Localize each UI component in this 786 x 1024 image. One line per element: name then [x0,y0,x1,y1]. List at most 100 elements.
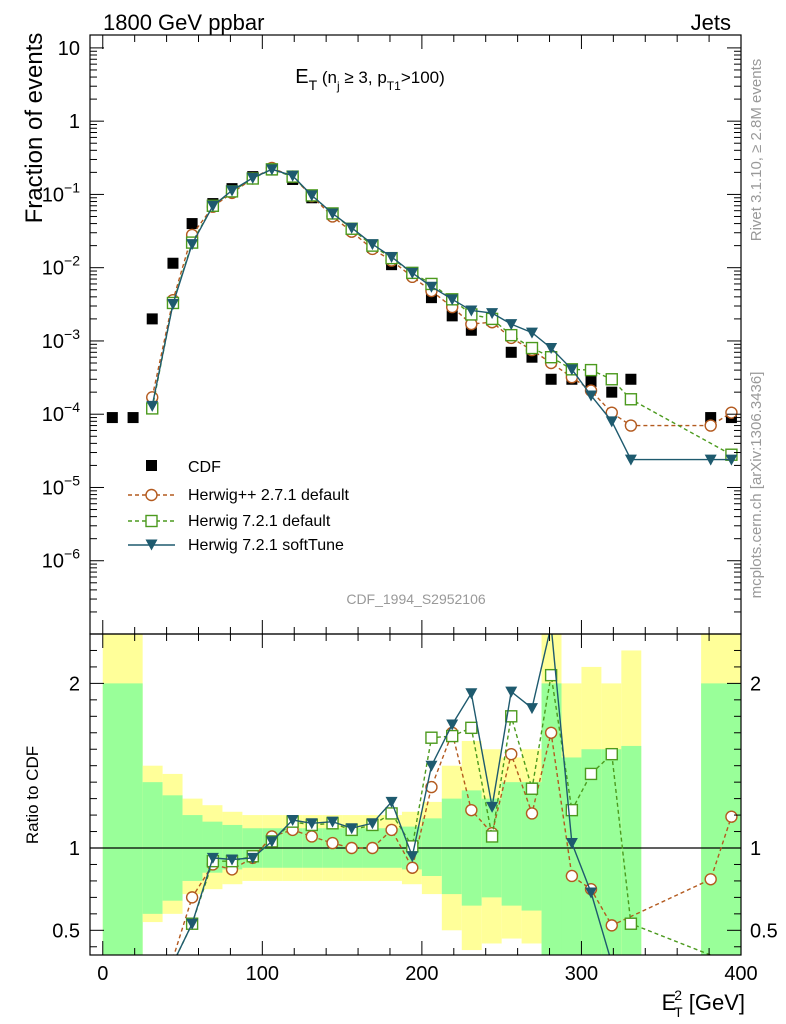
main-series-2-point-18 [505,328,518,342]
analysis-watermark: CDF_1994_S2952106 [346,591,486,607]
ratio-series-0-point-11 [385,823,398,837]
y-tick-label-ratio-right: 1 [750,838,761,860]
x-tick-label: 200 [405,963,438,985]
y-tick-label-main: 1 [69,111,80,133]
main-series-3-point-10 [345,222,358,234]
legend-entry-herwig-721-softtune: Herwig 7.2.1 softTune [128,537,344,554]
y-tick-label-main: 10−5 [42,472,80,499]
ratio-series-1-point-18 [525,782,539,795]
header-left: 1800 GeV ppbar [103,10,264,35]
main-series-3-point-25 [704,454,717,466]
ratio-series-1-point-19 [544,668,558,682]
main-series-1-line [151,167,732,427]
main-series-3-point-12 [385,251,398,263]
main-series-2-line [151,168,732,456]
main-series-1-point-25 [704,419,717,432]
main-series-3-point-24 [624,454,637,466]
x-tick-label: 300 [565,963,598,985]
ratio-series-2-point-8 [326,816,339,828]
ratio-series-2 [176,634,611,955]
ratio-series-0-point-10 [366,841,379,855]
ratio-series-1-point-15 [465,721,478,735]
main-series-3-point-11 [366,239,379,251]
ratio-series-0-point-12 [406,861,419,874]
main-series-3-point-16 [465,305,478,317]
band-green-19 [501,782,522,906]
y-tick-label-ratio-right: 2 [750,673,761,695]
main-series-3-point-14 [425,281,438,293]
ratio-series-1-point-20 [565,803,579,817]
ratio-series-2-point-20 [565,838,578,850]
y-tick-label-main: 10−4 [42,399,80,426]
main-y-axis-label: Fraction of events [21,33,48,224]
ratio-series-0-point-18 [525,807,539,820]
main-series-0-point-20 [505,346,517,358]
main-series-3-point-9 [326,208,339,220]
main-series-2 [146,163,738,461]
legend-marker-herwig-721-softtune [145,539,158,551]
main-series-3-point-0 [146,400,159,412]
ratio-series-2-point-2 [206,852,219,864]
ratio-series-2-point-12 [406,851,419,863]
ratio-series-2-point-4 [246,852,259,864]
main-series-3-point-6 [265,164,278,176]
main-series-3 [146,164,738,466]
legend-marker-cdf [146,460,157,471]
panel-frames [89,34,742,956]
main-series-3-point-20 [545,343,558,355]
legend-entry-cdf: CDF [146,459,221,476]
ratio-series-2-point-3 [226,854,239,866]
ratio-series-1-point-23 [624,917,638,930]
ratio-series-2-point-11 [385,796,398,808]
ratio-series-0-point-1 [185,891,199,904]
ratio-uncertainty-bands [102,634,741,955]
ratio-series-2-point-13 [425,760,438,772]
y-tick-label-ratio-left: 0.5 [52,920,80,942]
ratio-series-0-point-15 [465,803,478,817]
main-series-0-point-1 [127,412,139,424]
ratio-series-0-point-20 [565,869,579,883]
ratio-series-0-point-9 [345,841,358,855]
legend: CDF Herwig++ 2.7.1 default Herwig 7.2.1 … [128,459,350,554]
main-series-0-point-25 [606,386,618,398]
main-series-0-point-17 [446,310,458,322]
main-series-3-point-13 [406,267,419,279]
legend-entry-herwigpp-271: Herwig++ 2.7.1 default [128,487,350,504]
main-series-3-point-2 [186,239,199,251]
ratio-y-axis-label: Ratio to CDF [23,746,42,844]
band-green-0 [102,683,143,955]
band-green-25 [621,745,642,955]
main-series-1-point-24 [624,419,638,432]
main-series-0-point-3 [167,257,179,269]
ratio-series-2-point-18 [525,703,538,715]
band-green-24 [601,749,622,955]
ratio-series-1-point-22 [605,747,618,761]
main-series-2-point-19 [525,341,539,355]
ratio-series-2-point-15 [465,688,478,700]
main-series-3-point-18 [505,319,518,331]
y-tick-label-main: 10 [58,38,80,60]
band-green-21 [541,683,562,955]
main-series [106,161,738,466]
ratio-series-0-point-13 [425,780,438,794]
ratio-series-1-point-17 [505,710,518,723]
main-series-3-point-5 [246,172,259,184]
main-series-2-point-22 [584,363,598,377]
y-tick-label-ratio-left: 1 [69,838,80,860]
ratio-series-1-point-11 [385,807,398,820]
ratio-series-2-point-9 [345,823,358,835]
ratio-series-2-point-6 [286,815,299,827]
legend-marker-herwigpp-271 [145,488,158,502]
header-right: Jets [691,10,731,35]
band-green-15 [421,818,442,876]
main-series-0 [106,164,737,424]
ratio-series [173,634,738,955]
ratio-series-0-point-23 [704,873,717,886]
ratio-series-0-point-22 [605,919,618,932]
main-series-3-point-15 [446,294,459,306]
ratio-series-1-point-16 [485,830,499,843]
ratio-series-0-point-7 [305,830,318,843]
ratio-series-0-point-17 [505,747,518,761]
ratio-series-2-point-14 [446,719,459,731]
